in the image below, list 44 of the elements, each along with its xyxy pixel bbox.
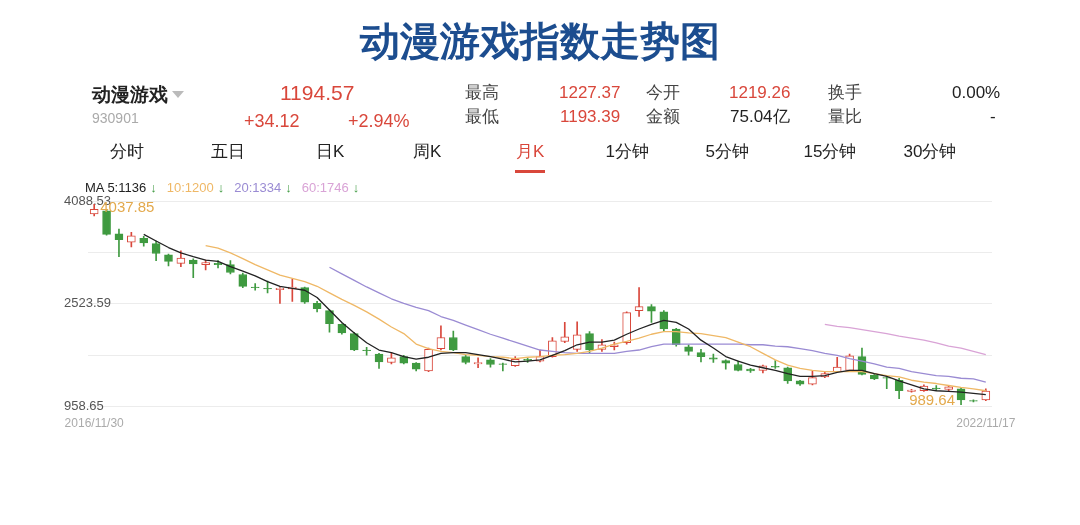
text: 1193.39: [560, 106, 621, 126]
text: 月K: [516, 141, 545, 161]
text: 1194.57: [280, 80, 355, 104]
x-tick-label: 2016/11/30: [64, 416, 125, 431]
text: 今开: [646, 82, 680, 102]
text: 动漫游戏: [92, 83, 168, 105]
y-tick-label: 958.65: [64, 398, 104, 414]
text: 最低: [465, 106, 499, 126]
text: 30分钟: [903, 141, 957, 161]
annotation: 989.64: [909, 390, 956, 408]
text: 75.04亿: [730, 106, 790, 126]
text: ↓: [217, 180, 225, 195]
text: 0.00%: [952, 82, 1001, 102]
text: 5分钟: [705, 141, 749, 161]
text: 60:1746: [301, 180, 349, 195]
text: -: [990, 106, 996, 126]
text: 五日: [211, 141, 245, 161]
text: ↓: [352, 180, 360, 195]
candlestick: [770, 360, 780, 369]
text: MA 5:1136: [85, 180, 147, 195]
text: +34.12: [244, 111, 300, 131]
text: 1分钟: [605, 141, 649, 161]
y-tick-label: 2523.59: [64, 295, 111, 311]
text: 换手: [828, 82, 862, 102]
text: 15分钟: [803, 141, 857, 161]
text: 日K: [316, 141, 345, 161]
text: +2.94%: [348, 111, 410, 131]
text: ↓: [285, 180, 292, 195]
candlestick: [634, 287, 644, 317]
text: 分时: [110, 141, 144, 161]
text: 最高: [465, 82, 499, 102]
text: 20:1334: [234, 180, 282, 195]
text: 周K: [413, 141, 442, 161]
candlestick: [250, 283, 260, 291]
text: ↓: [150, 180, 157, 195]
candlestick: [560, 322, 570, 344]
text: 1219.26: [729, 82, 791, 102]
text: 1227.37: [559, 82, 621, 102]
text: 量比: [828, 106, 862, 126]
text: 金额: [646, 106, 680, 126]
text: 10:1200: [166, 180, 214, 195]
x-tick-label: 2022/11/17: [956, 416, 1016, 431]
chart-title: 动漫游戏指数走势图: [358, 18, 721, 65]
text: 930901: [92, 110, 139, 126]
